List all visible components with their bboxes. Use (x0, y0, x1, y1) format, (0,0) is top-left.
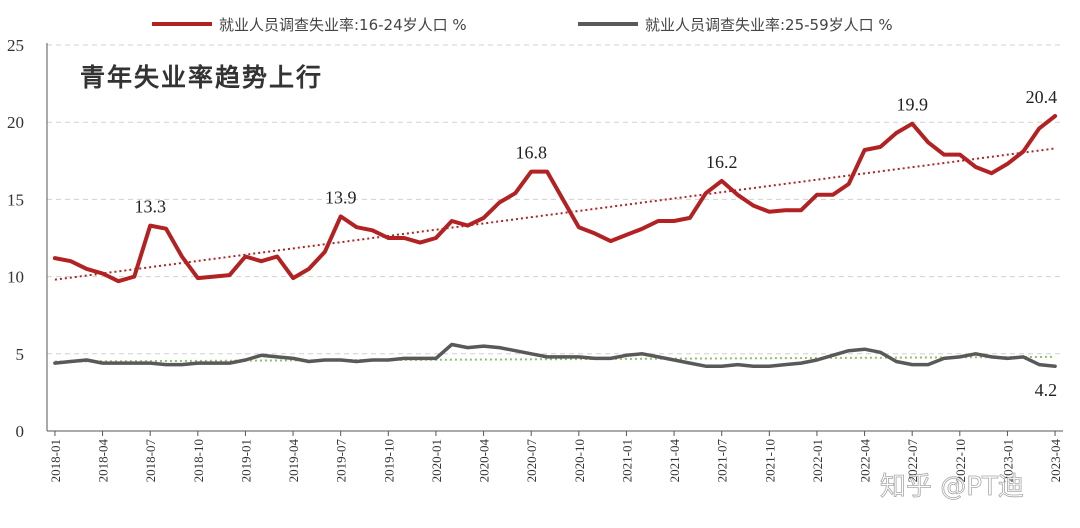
x-tick-label: 2022-07 (905, 439, 920, 483)
x-tick-label: 2018-07 (143, 439, 158, 483)
y-tick-label: 5 (16, 345, 25, 364)
legend: 就业人员调查失业率:16-24岁人口 % 就业人员调查失业率:25-59岁人口 % (152, 16, 893, 34)
series-lines (52, 114, 1058, 368)
x-tick-label: 2019-04 (286, 439, 301, 483)
data-label: 19.9 (896, 95, 928, 115)
x-tick-label: 2022-01 (810, 439, 825, 482)
y-axis-ticks: 0 5 10 15 20 25 (7, 36, 24, 441)
legend-label-2: 就业人员调查失业率:25-59岁人口 % (645, 16, 893, 34)
data-label: 13.3 (134, 197, 166, 217)
x-tick-label: 2022-10 (953, 439, 968, 482)
x-tick-label: 2020-10 (572, 439, 587, 482)
data-labels: 13.3 13.9 16.8 16.2 19.9 20.4 4.2 (134, 87, 1057, 400)
y-tick-label: 25 (7, 36, 24, 55)
series-line-1 (52, 114, 1058, 284)
x-tick-label: 2019-01 (238, 439, 253, 482)
chart-title: 青年失业率趋势上行 (80, 63, 323, 92)
y-tick-label: 20 (7, 113, 24, 132)
x-tick-label: 2018-10 (191, 439, 206, 482)
data-label: 16.8 (515, 143, 547, 163)
x-tick-label: 2023-04 (1048, 439, 1063, 483)
trendline-1 (54, 147, 1056, 281)
axes (46, 43, 1063, 432)
series-line-2 (53, 342, 1057, 368)
x-tick-label: 2019-10 (381, 439, 396, 482)
x-tick-label: 2020-01 (429, 439, 444, 482)
gridlines (47, 44, 1063, 355)
x-tick-label: 2018-01 (48, 439, 63, 482)
x-tick-label: 2019-07 (334, 439, 349, 483)
trendline-2 (54, 355, 1056, 363)
x-tick-label: 2020-07 (524, 439, 539, 483)
data-label: 4.2 (1035, 380, 1058, 400)
data-label: 13.9 (325, 187, 357, 207)
x-tick-label: 2020-04 (477, 439, 492, 483)
x-tick-label: 2018-04 (96, 439, 111, 483)
data-label: 16.2 (706, 152, 738, 172)
x-tick-label: 2021-07 (715, 439, 730, 483)
y-tick-label: 10 (7, 268, 24, 287)
y-tick-label: 0 (16, 422, 25, 441)
trendlines (54, 147, 1056, 363)
legend-label-1: 就业人员调查失业率:16-24岁人口 % (219, 16, 467, 34)
data-label: 20.4 (1026, 87, 1058, 107)
x-axis-ticks: 2018-01 2018-04 2018-07 2018-10 2019-01 2019-… (48, 431, 1063, 482)
x-tick-label: 2023-01 (1000, 439, 1015, 482)
x-tick-label: 2021-04 (667, 439, 682, 483)
y-tick-label: 15 (7, 190, 24, 209)
x-tick-label: 2021-01 (619, 439, 634, 482)
x-tick-label: 2022-04 (858, 439, 873, 483)
x-tick-label: 2021-10 (762, 439, 777, 482)
watermark: 知乎 @PT迪 (880, 472, 1024, 502)
